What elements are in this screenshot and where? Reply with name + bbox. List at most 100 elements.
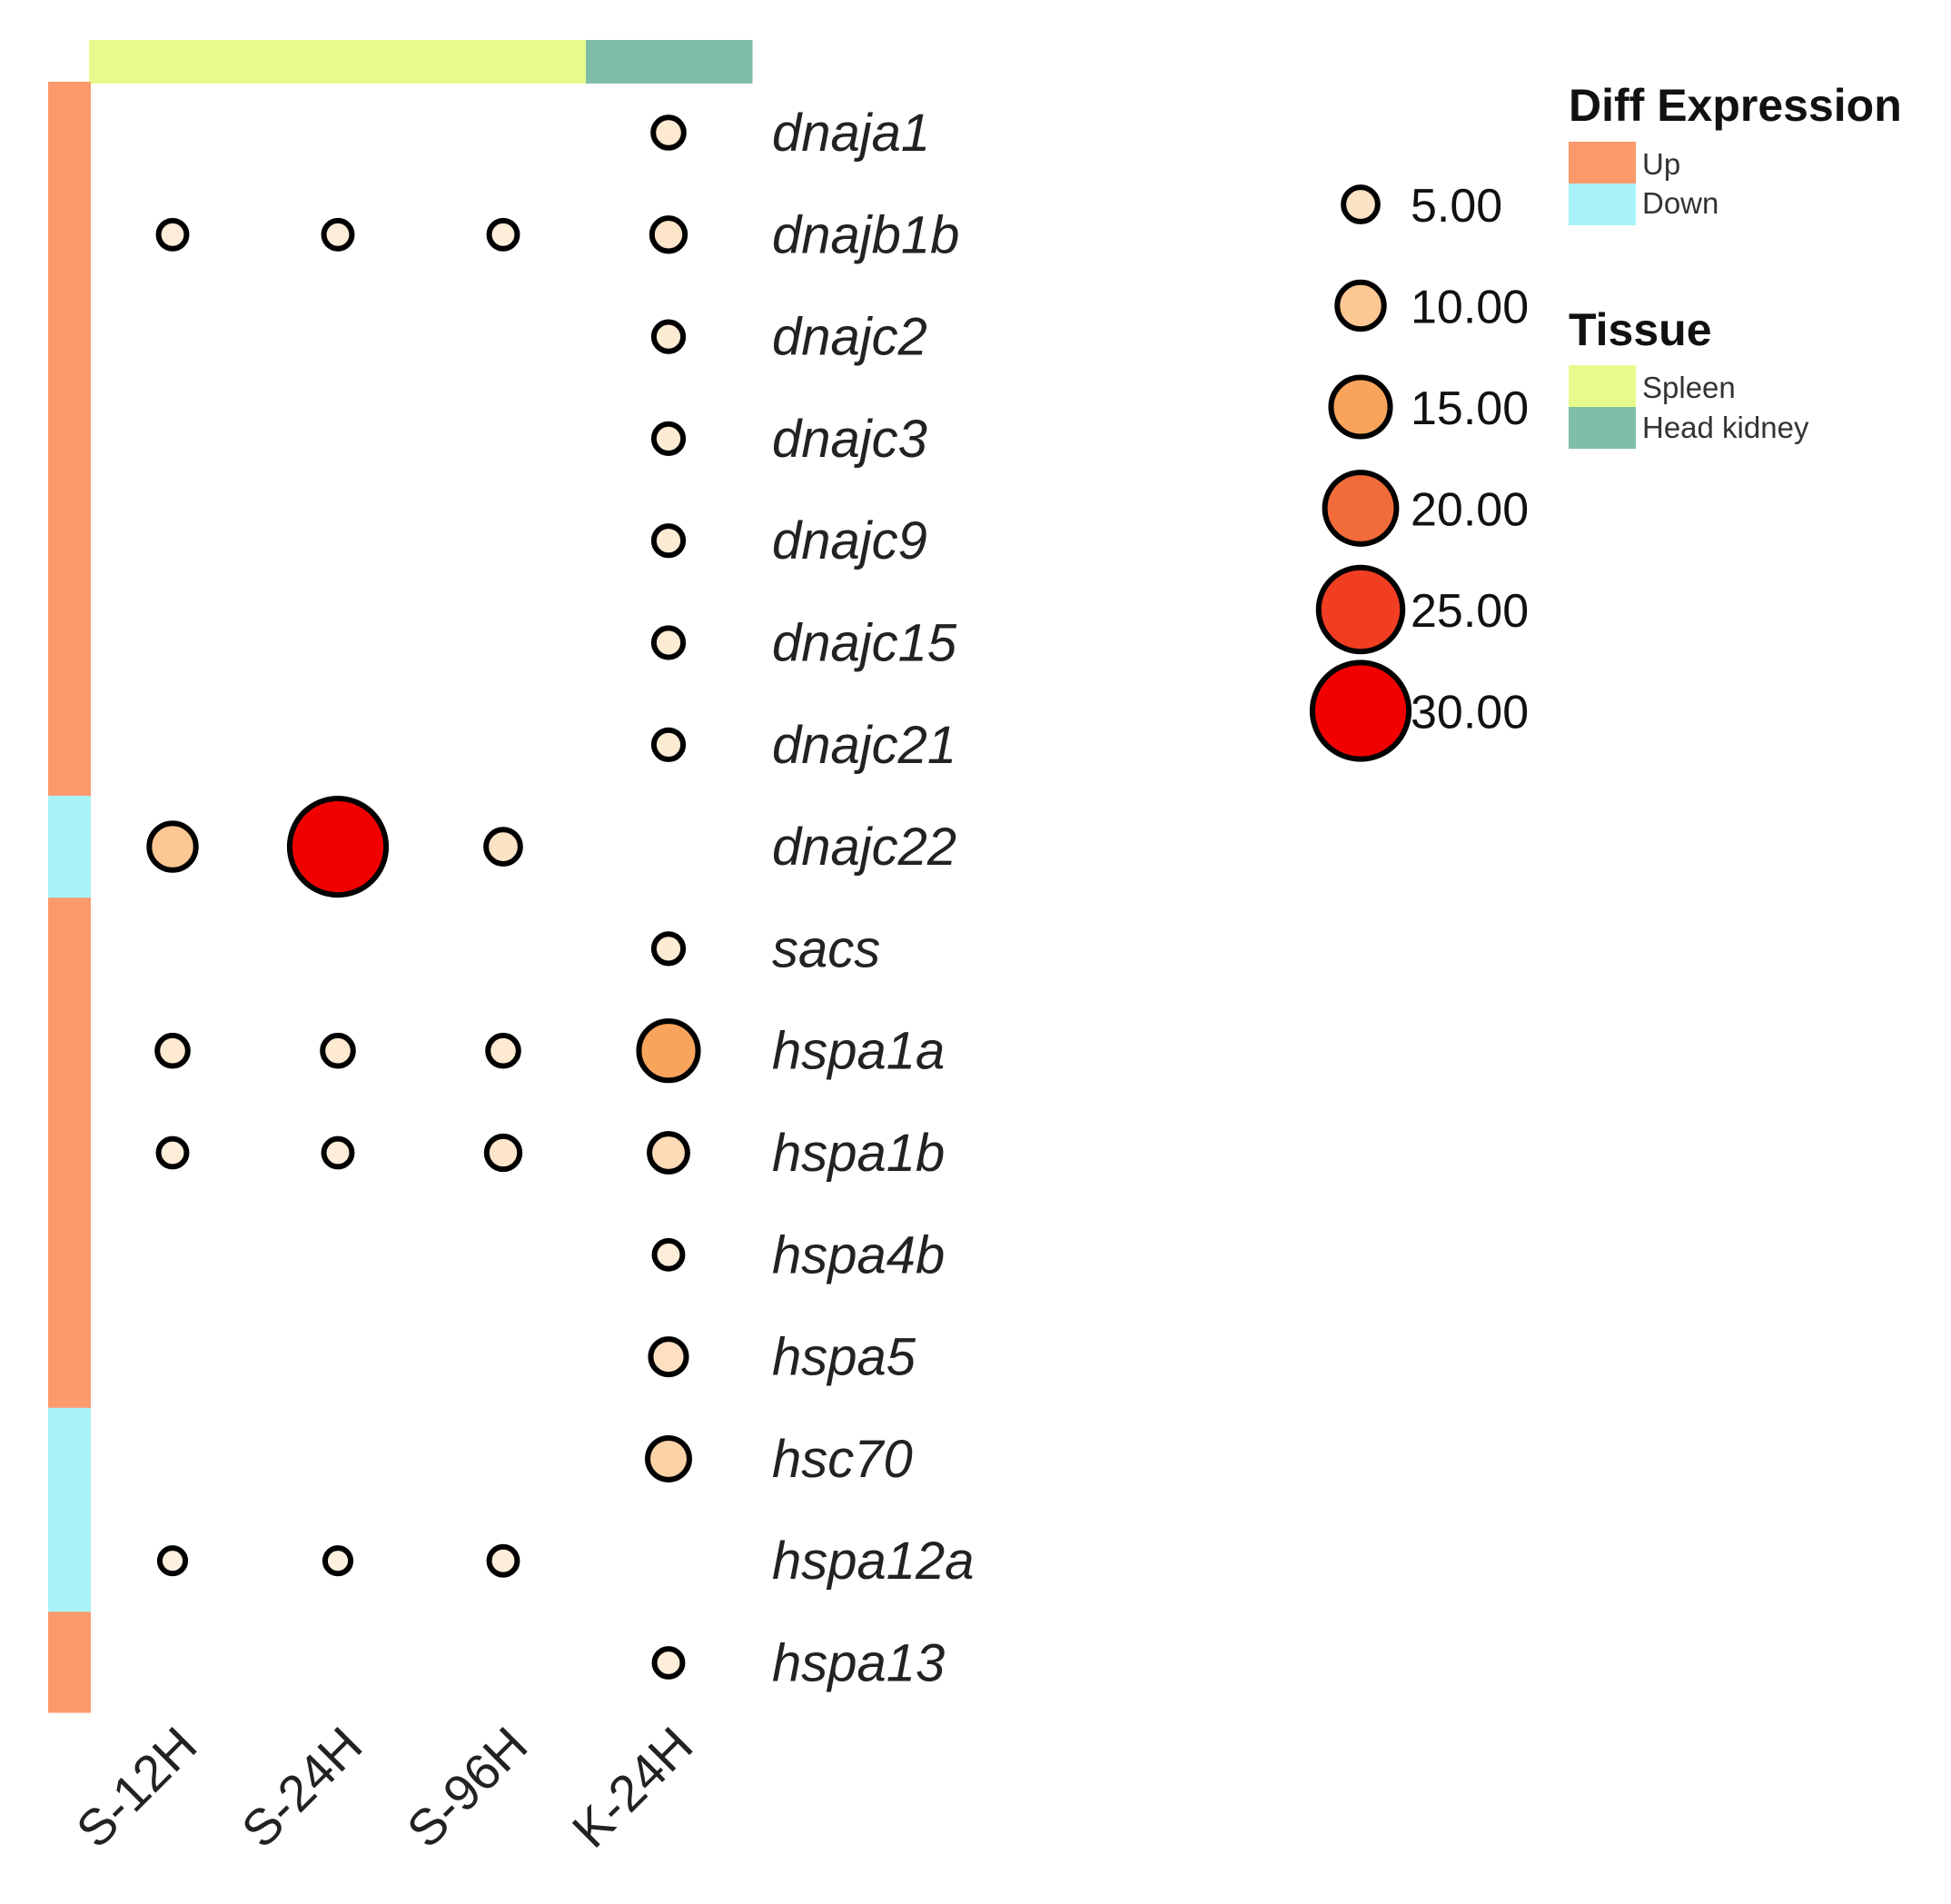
size-legend-dot-2 bbox=[1328, 374, 1393, 440]
tissue-cell-s-24h bbox=[255, 40, 421, 84]
diff-cell-dnajc2 bbox=[48, 285, 91, 389]
diff-cell-sacs bbox=[48, 897, 91, 1001]
gene-label-dnajc9: dnajc9 bbox=[772, 511, 927, 570]
size-legend-label-4: 25.00 bbox=[1411, 585, 1529, 638]
legend-swatch-head-kidney bbox=[1569, 407, 1636, 449]
gene-label-dnajc2: dnajc2 bbox=[772, 308, 927, 367]
diff-expression-legend: Diff Expression Up Down bbox=[1569, 80, 1902, 225]
column-label-s-96h: S-96H bbox=[396, 1716, 539, 1859]
gene-label-dnajc21: dnajc21 bbox=[772, 716, 956, 775]
legend-swatch-down bbox=[1569, 183, 1636, 225]
dot-dnajc22-s-96h bbox=[483, 827, 523, 867]
tissue-annotation-bar bbox=[89, 40, 753, 84]
size-legend-dot-1 bbox=[1334, 279, 1387, 332]
dot-dnaja1-k-24h bbox=[650, 114, 687, 151]
data-dots bbox=[146, 114, 701, 1680]
size-legend-dot-0 bbox=[1341, 184, 1381, 224]
legend-label-down: Down bbox=[1642, 186, 1718, 220]
dot-dnajc22-s-24h bbox=[286, 796, 390, 898]
column-label-k-24h: K-24H bbox=[561, 1716, 704, 1859]
gene-label-hsc70: hsc70 bbox=[772, 1430, 913, 1489]
dot-hspa12a-s-12h bbox=[156, 1545, 189, 1577]
gene-label-dnajc3: dnajc3 bbox=[772, 410, 927, 469]
dot-hspa12a-s-96h bbox=[486, 1543, 520, 1578]
size-legend-label-5: 30.00 bbox=[1411, 687, 1529, 739]
legend-swatch-up bbox=[1569, 142, 1636, 183]
diff-cell-hspa4b bbox=[48, 1204, 91, 1306]
diff-cell-hspa5 bbox=[48, 1305, 91, 1409]
size-legend-label-1: 10.00 bbox=[1411, 282, 1529, 334]
size-legend-dot-3 bbox=[1322, 470, 1400, 547]
dot-hspa1a-s-24h bbox=[320, 1032, 356, 1069]
dot-dnajc21-k-24h bbox=[650, 727, 687, 762]
diff-cell-dnajc3 bbox=[48, 387, 91, 491]
legend-label-spleen: Spleen bbox=[1642, 371, 1736, 404]
dot-hspa12a-s-24h bbox=[322, 1545, 354, 1577]
dot-dnajb1b-k-24h bbox=[649, 215, 688, 254]
diff-cell-hsc70 bbox=[48, 1407, 91, 1511]
column-labels: S-12H S-24H S-96H K-24H bbox=[65, 1716, 704, 1859]
dot-dnajb1b-s-12h bbox=[155, 217, 190, 252]
dot-dnajc3-k-24h bbox=[650, 421, 687, 457]
legend-label-head-kidney: Head kidney bbox=[1642, 411, 1809, 444]
gene-label-dnajb1b: dnajb1b bbox=[772, 205, 959, 264]
gene-label-dnajc15: dnajc15 bbox=[772, 614, 957, 673]
diff-expression-legend-title: Diff Expression bbox=[1569, 80, 1902, 131]
gene-label-hspa1a: hspa1a bbox=[772, 1022, 945, 1081]
dot-hspa1a-k-24h bbox=[636, 1018, 701, 1084]
gene-label-hspa12a: hspa12a bbox=[772, 1532, 975, 1591]
column-label-s-24h: S-24H bbox=[231, 1716, 373, 1859]
dot-hspa1a-s-96h bbox=[485, 1032, 521, 1069]
size-legend-label-2: 15.00 bbox=[1411, 382, 1529, 435]
size-legend-label-3: 20.00 bbox=[1411, 484, 1529, 537]
size-legend-dot-4 bbox=[1315, 564, 1406, 655]
gene-label-hspa4b: hspa4b bbox=[772, 1225, 945, 1284]
diff-cell-dnajb1b bbox=[48, 183, 91, 286]
gene-label-hspa1b: hspa1b bbox=[772, 1124, 945, 1183]
diff-cell-hspa13 bbox=[48, 1611, 91, 1713]
tissue-legend: Tissue Spleen Head kidney bbox=[1569, 304, 1809, 449]
dot-dnajc9-k-24h bbox=[650, 523, 687, 559]
dot-hspa1b-s-12h bbox=[155, 1135, 190, 1170]
size-legend: 5.00 10.00 15.00 20.00 25.00 30.00 bbox=[1309, 180, 1529, 762]
tissue-cell-k-24h bbox=[586, 40, 753, 84]
tissue-cell-s-12h bbox=[89, 40, 256, 84]
dot-dnajc15-k-24h bbox=[650, 625, 687, 660]
diff-cell-hspa1b bbox=[48, 1101, 91, 1205]
legend-swatch-spleen bbox=[1569, 365, 1636, 407]
tissue-cell-s-96h bbox=[421, 40, 587, 84]
diff-cell-hspa12a bbox=[48, 1510, 91, 1612]
gene-label-dnaja1: dnaja1 bbox=[772, 104, 930, 163]
size-legend-dot-5 bbox=[1309, 659, 1412, 762]
dot-hsc70-k-24h bbox=[645, 1434, 692, 1483]
column-label-s-12h: S-12H bbox=[65, 1716, 208, 1859]
dot-hspa13-k-24h bbox=[651, 1646, 686, 1680]
gene-label-hspa13: hspa13 bbox=[772, 1634, 945, 1693]
tissue-legend-title: Tissue bbox=[1569, 304, 1712, 355]
dot-hspa1b-k-24h bbox=[647, 1131, 690, 1175]
diff-cell-dnajc21 bbox=[48, 693, 91, 797]
dot-dnajb1b-s-96h bbox=[486, 217, 520, 252]
diff-cell-hspa1a bbox=[48, 999, 91, 1103]
dot-dnajc2-k-24h bbox=[650, 319, 687, 354]
dot-sacs-k-24h bbox=[650, 931, 687, 967]
gene-label-hspa5: hspa5 bbox=[772, 1328, 916, 1387]
dot-dnajb1b-s-24h bbox=[321, 217, 355, 252]
diff-cell-dnaja1 bbox=[48, 82, 91, 184]
size-legend-label-0: 5.00 bbox=[1411, 180, 1502, 233]
gene-labels: dnaja1 dnajb1b dnajc2 dnajc3 dnajc9 dnajc15 dn… bbox=[772, 104, 975, 1693]
gene-label-dnajc22: dnajc22 bbox=[772, 818, 956, 877]
diff-cell-dnajc15 bbox=[48, 591, 91, 695]
legend-label-up: Up bbox=[1642, 147, 1680, 181]
dot-dnajc22-s-12h bbox=[146, 820, 199, 873]
dot-hspa5-k-24h bbox=[648, 1336, 689, 1378]
dot-hspa1a-s-12h bbox=[154, 1032, 191, 1069]
gene-label-sacs: sacs bbox=[772, 919, 880, 978]
diff-cell-dnajc9 bbox=[48, 490, 91, 592]
dot-hspa4b-k-24h bbox=[651, 1237, 686, 1272]
diff-cell-dnajc22 bbox=[48, 795, 91, 898]
diff-expression-annotation-bar bbox=[48, 82, 91, 1713]
dot-hspa1b-s-96h bbox=[483, 1133, 523, 1173]
dot-hspa1b-s-24h bbox=[321, 1135, 355, 1170]
